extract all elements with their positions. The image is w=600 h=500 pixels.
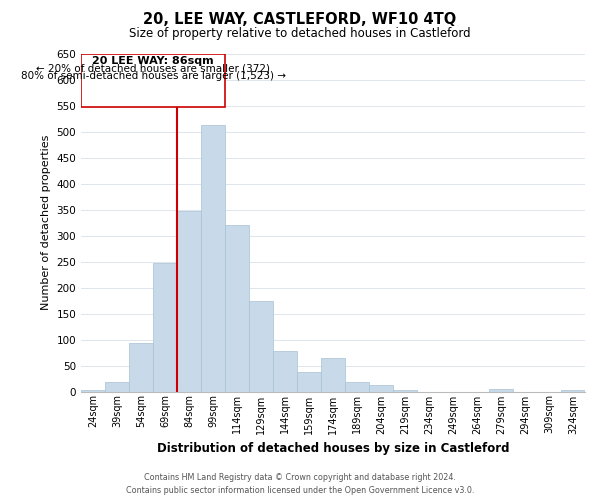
Bar — [177, 211, 201, 392]
Text: Contains HM Land Registry data © Crown copyright and database right 2024.
Contai: Contains HM Land Registry data © Crown c… — [126, 474, 474, 495]
Bar — [393, 390, 417, 392]
Bar — [81, 54, 225, 107]
Bar — [369, 385, 393, 392]
Bar — [489, 389, 513, 392]
X-axis label: Distribution of detached houses by size in Castleford: Distribution of detached houses by size … — [157, 442, 509, 455]
Text: 20 LEE WAY: 86sqm: 20 LEE WAY: 86sqm — [92, 56, 214, 66]
Y-axis label: Number of detached properties: Number of detached properties — [41, 135, 51, 310]
Text: 80% of semi-detached houses are larger (1,523) →: 80% of semi-detached houses are larger (… — [20, 70, 286, 81]
Bar — [321, 358, 345, 392]
Bar — [561, 390, 585, 392]
Bar — [129, 343, 153, 392]
Bar — [249, 301, 273, 392]
Bar — [153, 264, 177, 392]
Bar — [345, 382, 369, 392]
Text: ← 20% of detached houses are smaller (372): ← 20% of detached houses are smaller (37… — [36, 64, 270, 74]
Text: 20, LEE WAY, CASTLEFORD, WF10 4TQ: 20, LEE WAY, CASTLEFORD, WF10 4TQ — [143, 12, 457, 28]
Bar — [105, 382, 129, 392]
Bar — [81, 390, 105, 392]
Bar — [201, 125, 225, 392]
Text: Size of property relative to detached houses in Castleford: Size of property relative to detached ho… — [129, 28, 471, 40]
Bar — [273, 351, 297, 392]
Bar — [225, 226, 249, 392]
Bar — [297, 372, 321, 392]
